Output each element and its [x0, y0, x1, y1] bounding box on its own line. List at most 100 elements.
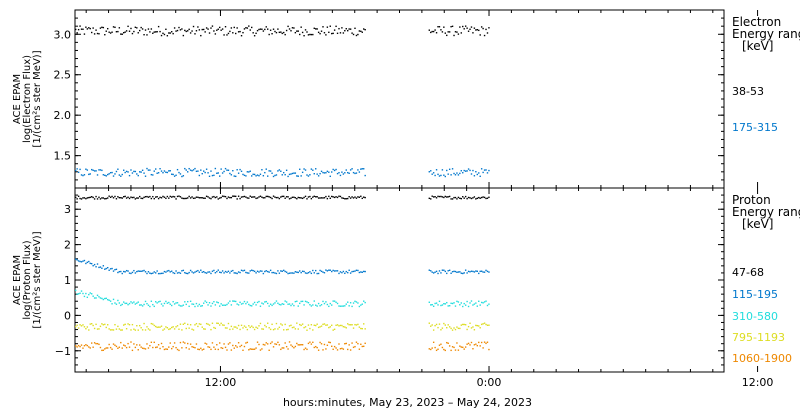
- data-point-795-1193: [470, 327, 473, 329]
- data-point-47-68: [198, 197, 201, 199]
- data-point-115-195: [299, 270, 301, 272]
- data-point-115-195: [181, 270, 183, 272]
- data-point-115-195: [166, 270, 169, 272]
- data-point-795-1193: [131, 323, 134, 326]
- data-point-310-580: [124, 302, 126, 305]
- data-point-47-68: [141, 197, 144, 200]
- data-point-175-315: [262, 175, 265, 177]
- data-point-115-195: [301, 270, 304, 272]
- data-point-795-1193: [268, 327, 270, 329]
- data-point-115-195: [184, 271, 186, 274]
- data-point-115-195: [344, 272, 346, 275]
- data-point-47-68: [201, 197, 203, 199]
- data-point-795-1193: [315, 324, 317, 327]
- data-point-47-68: [191, 196, 193, 198]
- data-point-310-580: [310, 305, 313, 307]
- data-point-47-68: [194, 197, 196, 199]
- data-point-310-580: [243, 300, 246, 303]
- data-point-38-53: [166, 35, 169, 37]
- data-point-310-580: [88, 293, 90, 296]
- data-point-795-1193: [112, 329, 115, 331]
- data-point-1060-1900: [285, 345, 288, 348]
- data-point-38-53: [315, 28, 317, 30]
- data-point-47-68: [457, 196, 460, 199]
- data-point-38-53: [469, 28, 471, 30]
- data-point-115-195: [204, 271, 206, 274]
- data-point-47-68: [315, 196, 317, 198]
- data-point-115-195: [267, 270, 269, 273]
- data-point-115-195: [131, 271, 134, 274]
- data-point-310-580: [137, 301, 139, 303]
- data-point-175-315: [160, 170, 163, 172]
- data-point-47-68: [178, 195, 180, 197]
- data-point-795-1193: [316, 323, 318, 325]
- data-point-795-1193: [317, 326, 320, 329]
- data-point-47-68: [252, 196, 254, 198]
- data-point-115-195: [82, 260, 84, 262]
- data-point-1060-1900: [428, 348, 430, 350]
- data-point-795-1193: [240, 324, 243, 327]
- data-point-38-53: [348, 28, 350, 30]
- data-point-47-68: [313, 195, 315, 198]
- data-point-1060-1900: [92, 346, 94, 348]
- data-point-1060-1900: [339, 348, 342, 350]
- data-point-1060-1900: [280, 348, 282, 351]
- data-point-175-315: [107, 173, 109, 176]
- data-point-47-68: [290, 197, 292, 199]
- data-point-175-315: [189, 169, 192, 171]
- data-point-115-195: [249, 270, 251, 272]
- data-point-1060-1900: [105, 347, 107, 349]
- data-point-1060-1900: [176, 348, 179, 351]
- data-point-175-315: [169, 170, 171, 172]
- data-point-795-1193: [92, 324, 94, 327]
- data-point-1060-1900: [435, 349, 438, 352]
- data-point-1060-1900: [287, 348, 289, 350]
- data-point-38-53: [243, 28, 246, 30]
- data-point-795-1193: [168, 328, 170, 331]
- data-point-38-53: [430, 31, 432, 34]
- data-point-1060-1900: [159, 347, 161, 350]
- data-point-795-1193: [347, 323, 349, 325]
- plot-frame-1: [74, 187, 725, 373]
- data-point-795-1193: [134, 329, 137, 331]
- data-point-1060-1900: [125, 346, 128, 349]
- data-point-38-53: [179, 29, 182, 31]
- data-point-115-195: [75, 258, 77, 260]
- data-point-47-68: [264, 197, 266, 199]
- data-point-38-53: [115, 31, 118, 33]
- data-point-310-580: [153, 305, 155, 308]
- data-point-1060-1900: [178, 349, 180, 352]
- data-point-1060-1900: [207, 346, 209, 348]
- data-point-47-68: [98, 196, 100, 198]
- data-point-795-1193: [335, 324, 337, 327]
- data-point-38-53: [473, 27, 476, 29]
- data-point-38-53: [444, 32, 446, 34]
- data-point-175-315: [120, 175, 122, 177]
- data-point-175-315: [431, 173, 433, 175]
- data-point-47-68: [310, 197, 313, 200]
- data-point-795-1193: [203, 328, 205, 330]
- data-point-47-68: [277, 196, 279, 199]
- data-point-1060-1900: [179, 341, 182, 344]
- data-point-310-580: [184, 301, 186, 303]
- data-point-795-1193: [143, 322, 145, 325]
- data-point-175-315: [115, 170, 118, 173]
- data-point-115-195: [277, 270, 279, 272]
- data-point-175-315: [271, 172, 273, 174]
- data-point-47-68: [136, 197, 138, 199]
- data-point-175-315: [105, 175, 107, 177]
- data-point-175-315: [463, 169, 465, 172]
- data-point-1060-1900: [460, 346, 462, 348]
- data-point-38-53: [77, 28, 80, 31]
- data-point-115-195: [111, 267, 113, 270]
- data-point-38-53: [265, 26, 267, 28]
- data-point-38-53: [207, 28, 209, 30]
- data-point-47-68: [92, 196, 94, 199]
- data-point-310-580: [104, 297, 106, 300]
- data-point-115-195: [360, 271, 362, 273]
- data-point-795-1193: [182, 323, 185, 325]
- data-point-115-195: [339, 271, 342, 273]
- data-point-115-195: [446, 272, 448, 275]
- data-point-310-580: [96, 294, 99, 297]
- data-point-310-580: [109, 300, 112, 302]
